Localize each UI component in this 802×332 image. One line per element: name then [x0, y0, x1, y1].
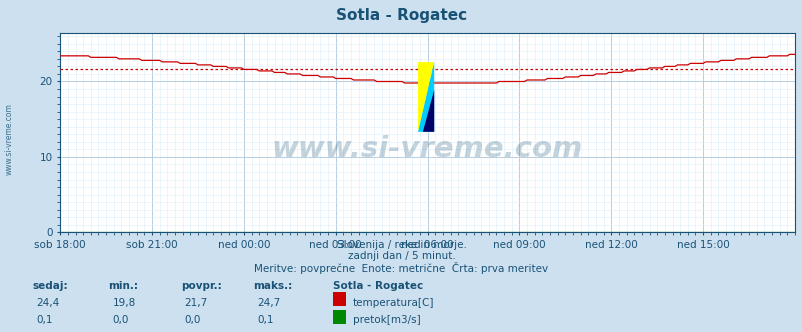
Text: Slovenija / reke in morje.: Slovenija / reke in morje. — [336, 240, 466, 250]
Polygon shape — [418, 62, 434, 132]
Text: sedaj:: sedaj: — [32, 281, 67, 290]
Text: pretok[m3/s]: pretok[m3/s] — [352, 315, 419, 325]
Text: maks.:: maks.: — [253, 281, 292, 290]
Text: 0,0: 0,0 — [112, 315, 128, 325]
Text: www.si-vreme.com: www.si-vreme.com — [5, 104, 14, 175]
Text: povpr.:: povpr.: — [180, 281, 221, 290]
Polygon shape — [423, 90, 434, 132]
Text: Meritve: povprečne  Enote: metrične  Črta: prva meritev: Meritve: povprečne Enote: metrične Črta:… — [254, 262, 548, 274]
Text: 0,1: 0,1 — [36, 315, 53, 325]
Text: temperatura[C]: temperatura[C] — [352, 298, 433, 308]
Text: Sotla - Rogatec: Sotla - Rogatec — [333, 281, 423, 290]
Text: zadnji dan / 5 minut.: zadnji dan / 5 minut. — [347, 251, 455, 261]
Text: min.:: min.: — [108, 281, 138, 290]
Text: 21,7: 21,7 — [184, 298, 208, 308]
Text: 24,7: 24,7 — [257, 298, 280, 308]
Text: www.si-vreme.com: www.si-vreme.com — [272, 135, 582, 163]
Text: 19,8: 19,8 — [112, 298, 136, 308]
Text: 0,1: 0,1 — [257, 315, 273, 325]
Text: 24,4: 24,4 — [36, 298, 59, 308]
Text: 0,0: 0,0 — [184, 315, 200, 325]
Polygon shape — [418, 62, 434, 132]
Text: Sotla - Rogatec: Sotla - Rogatec — [335, 8, 467, 23]
